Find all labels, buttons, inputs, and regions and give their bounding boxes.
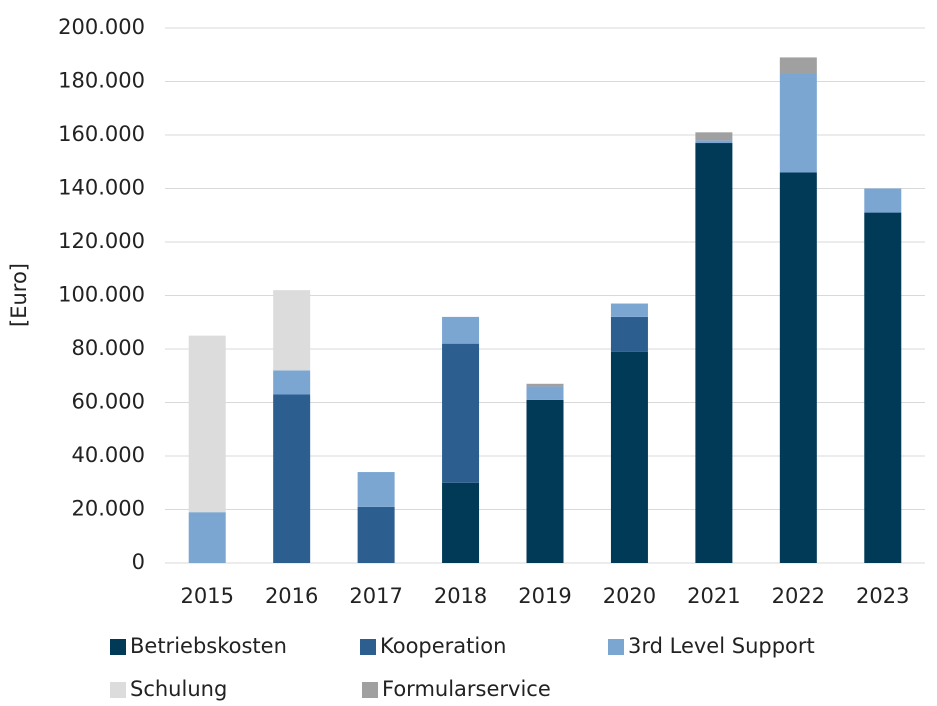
y-tick-label: 200.000: [58, 15, 145, 39]
x-tick-label: 2021: [687, 584, 740, 608]
bar-segment: [610, 316, 648, 352]
y-tick-label: 80.000: [72, 336, 145, 360]
bar-segment: [442, 343, 480, 483]
legend-label: 3rd Level Support: [628, 634, 815, 658]
bar-segment: [526, 386, 564, 400]
y-tick-label: 120.000: [58, 229, 145, 253]
bar-segment: [526, 399, 564, 563]
x-tick-label: 2016: [265, 584, 318, 608]
y-tick-label: 140.000: [58, 176, 145, 200]
y-tick-label: 100.000: [58, 283, 145, 307]
bar-segment: [610, 303, 648, 317]
legend-swatch: [110, 639, 126, 655]
bar-segment: [188, 335, 226, 513]
bar-segment: [273, 290, 311, 371]
bar-segment: [779, 73, 817, 173]
bar-segment: [610, 351, 648, 563]
y-tick-label: 180.000: [58, 69, 145, 93]
y-tick-label: 160.000: [58, 122, 145, 146]
legend-swatch: [360, 639, 376, 655]
bar-segment: [779, 172, 817, 563]
y-tick-label: 0: [132, 550, 145, 574]
x-tick-label: 2018: [434, 584, 487, 608]
y-tick-label: 60.000: [72, 390, 145, 414]
bar-segment: [442, 316, 480, 344]
legend-swatch: [110, 682, 126, 698]
y-axis-label: [Euro]: [7, 263, 31, 327]
x-tick-label: 2023: [856, 584, 909, 608]
legend-swatch: [362, 682, 378, 698]
bar-segment: [526, 383, 564, 387]
legend-label: Schulung: [130, 677, 227, 701]
y-tick-label: 40.000: [72, 443, 145, 467]
bar-segment: [357, 506, 395, 563]
legend-label: Kooperation: [380, 634, 506, 658]
bar-segment: [273, 394, 311, 563]
bar-segment: [442, 482, 480, 563]
legend-label: Betriebskosten: [130, 634, 287, 658]
bar-segment: [273, 370, 311, 395]
y-tick-label: 20.000: [72, 497, 145, 521]
x-tick-label: 2020: [603, 584, 656, 608]
bar-segment: [695, 140, 733, 144]
bar-segment: [695, 132, 733, 141]
legend-swatch: [608, 639, 624, 655]
x-tick-label: 2017: [349, 584, 402, 608]
bar-segment: [864, 188, 902, 213]
x-tick-label: 2019: [518, 584, 571, 608]
bar-segment: [188, 512, 226, 563]
x-tick-label: 2015: [180, 584, 233, 608]
bar-segment: [695, 143, 733, 563]
bar-segment: [779, 57, 817, 74]
x-tick-label: 2022: [772, 584, 825, 608]
bar-segment: [357, 472, 395, 507]
bar-segment: [864, 212, 902, 563]
legend-label: Formularservice: [382, 677, 551, 701]
